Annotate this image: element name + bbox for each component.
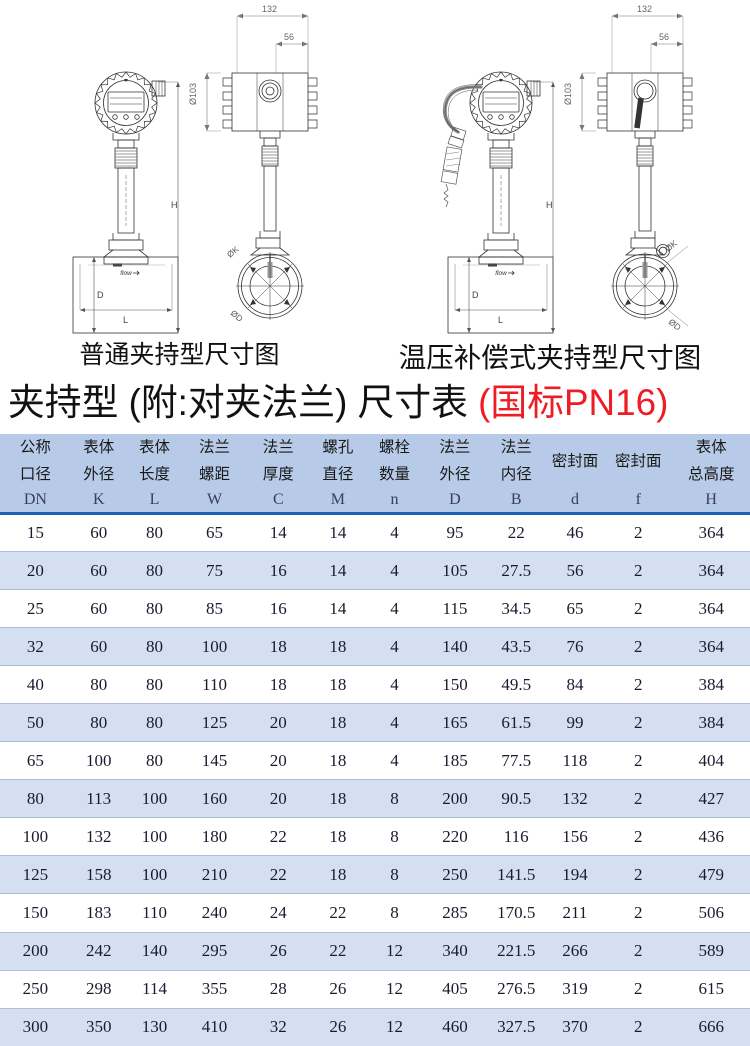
svg-text:flow: flow bbox=[120, 270, 133, 277]
svg-text:L: L bbox=[498, 315, 503, 325]
svg-text:Ø103: Ø103 bbox=[188, 83, 198, 105]
svg-text:D: D bbox=[97, 290, 104, 300]
svg-text:ØD: ØD bbox=[667, 317, 683, 333]
svg-text:D: D bbox=[472, 290, 479, 300]
svg-text:L: L bbox=[123, 315, 128, 325]
svg-text:ØK: ØK bbox=[225, 244, 241, 260]
svg-text:56: 56 bbox=[659, 32, 669, 42]
svg-text:ØK: ØK bbox=[663, 238, 679, 254]
svg-text:132: 132 bbox=[637, 4, 652, 14]
svg-text:flow: flow bbox=[495, 270, 508, 277]
svg-text:H: H bbox=[171, 200, 178, 210]
svg-text:ØD: ØD bbox=[229, 308, 245, 324]
svg-text:132: 132 bbox=[262, 4, 277, 14]
svg-text:56: 56 bbox=[284, 32, 294, 42]
svg-text:H: H bbox=[546, 200, 553, 210]
svg-text:Ø103: Ø103 bbox=[563, 83, 573, 105]
